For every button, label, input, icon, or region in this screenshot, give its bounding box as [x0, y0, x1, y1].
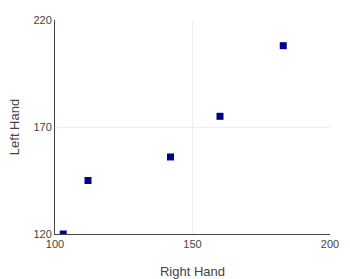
svg-text:120: 120: [33, 228, 51, 240]
svg-text:150: 150: [183, 238, 201, 250]
svg-text:Right Hand: Right Hand: [160, 264, 225, 279]
svg-text:200: 200: [321, 238, 339, 250]
svg-text:100: 100: [46, 238, 64, 250]
svg-text:220: 220: [33, 14, 51, 26]
svg-text:Left Hand: Left Hand: [7, 99, 22, 155]
svg-text:170: 170: [33, 121, 51, 133]
